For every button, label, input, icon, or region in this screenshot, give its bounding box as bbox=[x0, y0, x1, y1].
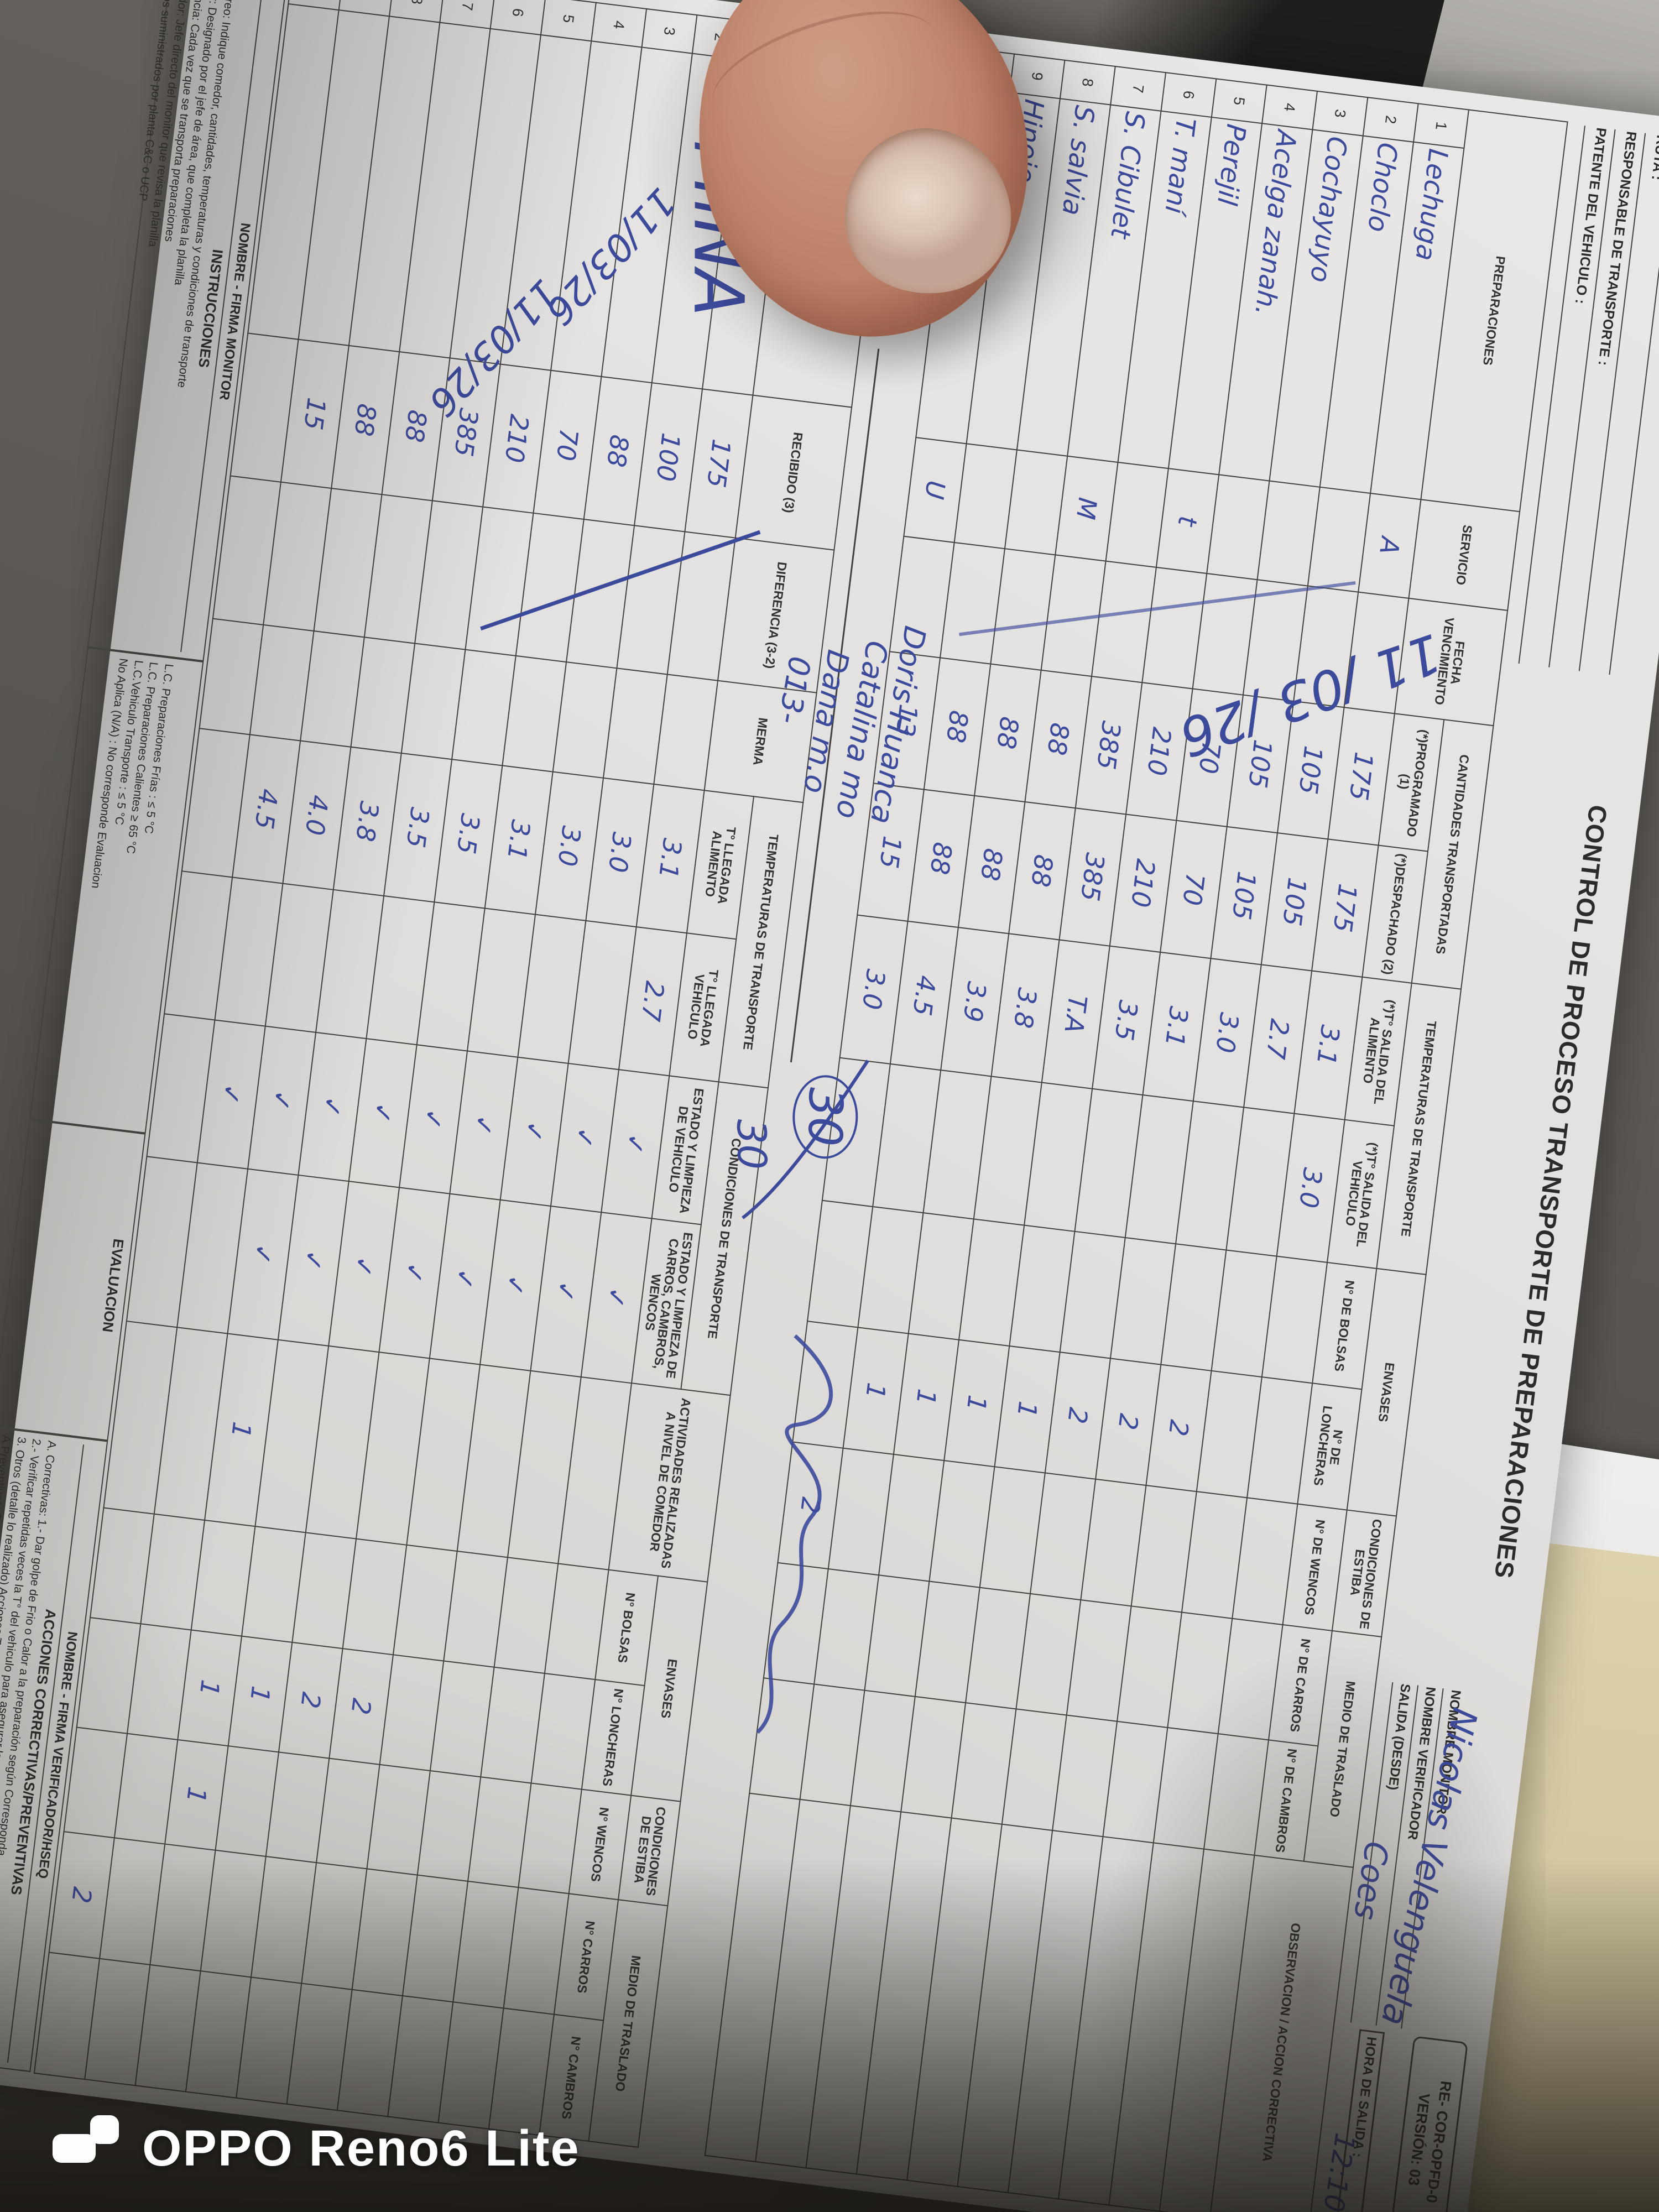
table-cell: 4 bbox=[1262, 85, 1317, 130]
watermark-text: OPPO Reno6 Lite bbox=[142, 2120, 580, 2177]
table-cell: 1 bbox=[1413, 103, 1469, 148]
form-code-box: RE- COR-OPFD-0 VERSIÓN: 03 bbox=[1389, 2036, 1469, 2212]
table-cell: 5 bbox=[540, 0, 596, 41]
table-cell: 3 bbox=[1312, 91, 1368, 136]
camera-watermark: OPPO Reno6 Lite bbox=[53, 2115, 580, 2182]
table-cell: 5 bbox=[1211, 79, 1267, 124]
column-header: RECIBIDO (3) bbox=[735, 395, 852, 550]
column-header: MERMA bbox=[704, 680, 817, 803]
column-header: FECHA VENCIMIENTO bbox=[1394, 598, 1508, 726]
hora-salida-field: HORA DE SALIDA : bbox=[1333, 2029, 1385, 2212]
table-cell: 6 bbox=[1161, 72, 1217, 117]
finger-crease bbox=[699, 0, 949, 148]
oppo-logo-icon bbox=[53, 2115, 119, 2182]
column-header: SERVICIO bbox=[1408, 499, 1520, 611]
table-cell: 2 bbox=[1363, 97, 1418, 142]
column-header: DIFERENCIA (3-2) bbox=[718, 538, 834, 693]
